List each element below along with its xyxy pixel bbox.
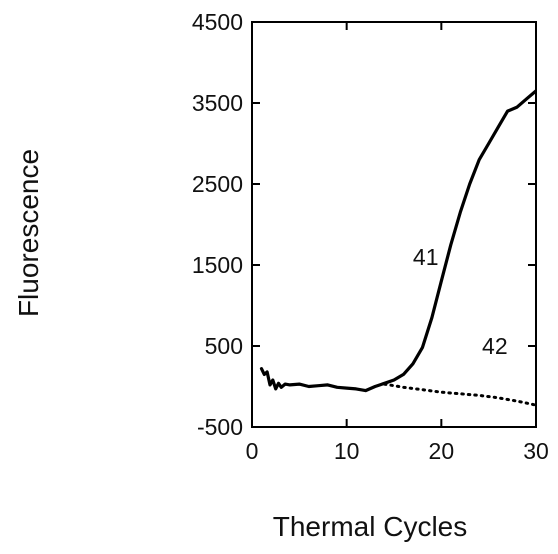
- x-tick-label: 10: [334, 438, 360, 464]
- annotation-layer: 41 42: [413, 244, 508, 359]
- y-tick-label: 1500: [192, 252, 243, 278]
- y-tick-label: 4500: [192, 9, 243, 35]
- tick-labels: -500 500 1500 2500 3500 4500 0 10 20 30: [192, 9, 549, 464]
- curve-label: 42: [482, 333, 508, 359]
- y-tick-label: -500: [197, 414, 243, 440]
- series-line-2: [383, 382, 536, 407]
- curve-label: 41: [413, 244, 439, 270]
- x-tick-label: 20: [429, 438, 455, 464]
- series-line-1: [259, 89, 536, 393]
- plot-area: [251, 21, 537, 428]
- x-tick-label: 30: [523, 438, 549, 464]
- plot-frame: [251, 21, 537, 428]
- y-tick-label: 3500: [192, 90, 243, 116]
- y-axis-title: Fluorescence: [13, 149, 44, 317]
- y-tick-label: 500: [205, 333, 243, 359]
- y-tick-label: 2500: [192, 171, 243, 197]
- series-layer: [259, 89, 536, 407]
- axis-ticks: [251, 21, 537, 428]
- x-tick-label: 0: [246, 438, 259, 464]
- x-axis-title: Thermal Cycles: [273, 511, 467, 542]
